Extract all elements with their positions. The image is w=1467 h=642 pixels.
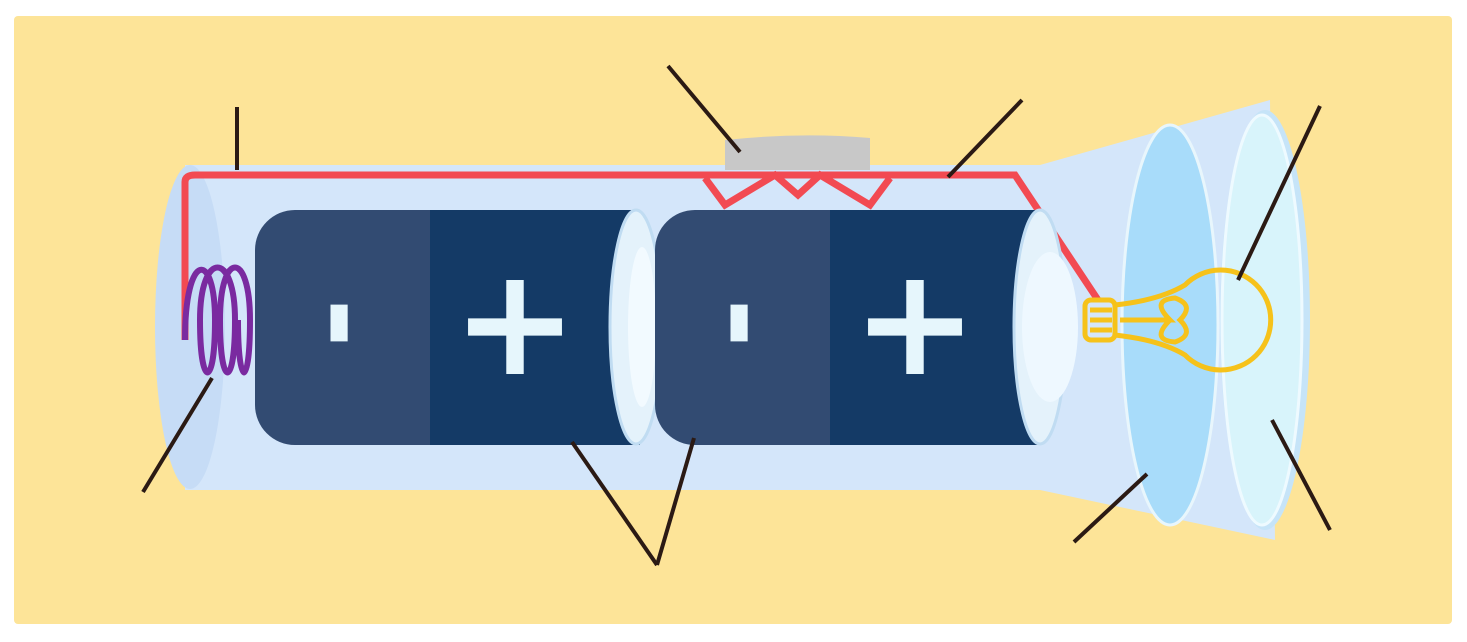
negative-sign: - xyxy=(276,298,415,348)
lens xyxy=(1220,113,1304,527)
battery-terminal xyxy=(628,247,656,407)
positive-sign: + xyxy=(852,236,978,410)
bulb xyxy=(1082,267,1274,373)
switch-contact xyxy=(702,170,893,210)
battery-terminal xyxy=(1022,252,1078,402)
switch xyxy=(725,135,870,170)
spring xyxy=(182,264,254,376)
reflector xyxy=(1120,123,1220,527)
positive-sign: + xyxy=(452,236,578,410)
wire xyxy=(181,171,1101,340)
negative-sign: - xyxy=(676,298,815,348)
battery-positive-half xyxy=(830,210,1040,445)
leader-lines xyxy=(141,64,1332,567)
tube-end xyxy=(155,165,225,489)
battery-positive-half xyxy=(430,210,640,445)
